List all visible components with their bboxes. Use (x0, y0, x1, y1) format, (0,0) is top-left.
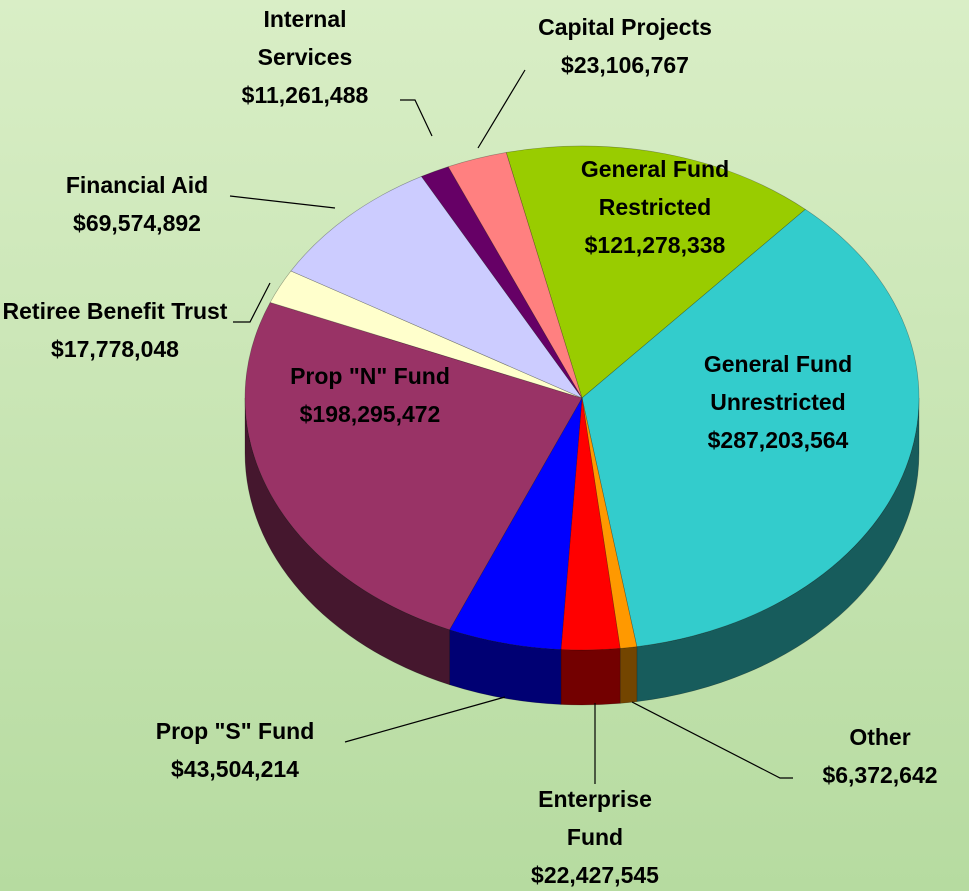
slice-name: Retiree Benefit Trust (2, 298, 228, 324)
slice-name: General Fund Unrestricted (703, 351, 853, 415)
slice (269, 270, 583, 399)
slice (244, 302, 583, 631)
slice-name: Financial Aid (65, 172, 209, 198)
slice-name: General Fund Restricted (580, 156, 730, 220)
slice-value: $6,372,642 (822, 762, 938, 788)
slice-value: $69,574,892 (73, 210, 201, 236)
slice-label: Capital Projects $23,106,767 (495, 8, 755, 84)
slice-value: $198,295,472 (299, 401, 441, 427)
slice (449, 397, 583, 650)
slice-value: $43,504,214 (171, 756, 299, 782)
slice-side (619, 646, 638, 704)
slice (505, 145, 806, 399)
slice (581, 208, 920, 647)
slice (447, 152, 583, 399)
slice-label: Retiree Benefit Trust $17,778,048 (0, 292, 230, 368)
leader-line (477, 69, 526, 149)
slice-label: General Fund Unrestricted $287,203,564 (668, 345, 888, 459)
slice-label: General Fund Restricted $121,278,338 (545, 150, 765, 264)
slice-label: Prop "S" Fund $43,504,214 (110, 712, 360, 788)
slice-value: $121,278,338 (584, 232, 726, 258)
slice-name: Internal Services (257, 6, 353, 70)
slice-label: Financial Aid $69,574,892 (22, 166, 252, 242)
slice-label: Other $6,372,642 (795, 718, 965, 794)
slice-value: $11,261,488 (241, 82, 369, 108)
slice-label: Internal Services $11,261,488 (225, 0, 385, 114)
slice-side (560, 648, 621, 706)
slice-value: $22,427,545 (531, 862, 659, 888)
slice (560, 397, 621, 651)
slice (420, 166, 583, 399)
slice (581, 397, 638, 649)
slice-value: $287,203,564 (707, 427, 849, 453)
leader-line (233, 282, 271, 323)
slice (290, 176, 583, 399)
leader-line (400, 99, 433, 137)
slice-name: Capital Projects (538, 14, 712, 40)
slice-value: $17,778,048 (51, 336, 179, 362)
slice-name: Prop "S" Fund (155, 718, 315, 744)
leader-line (344, 696, 506, 743)
slice-label: Enterprise Fund $22,427,545 (510, 780, 680, 891)
slice-name: Enterprise Fund (538, 786, 652, 850)
slice-name: Other (849, 724, 911, 750)
slice-label: Prop "N" Fund $198,295,472 (240, 357, 500, 433)
leader-line (229, 195, 336, 209)
leader-line (631, 701, 793, 779)
slice-name: Prop "N" Fund (290, 363, 450, 389)
slice-value: $23,106,767 (561, 52, 689, 78)
